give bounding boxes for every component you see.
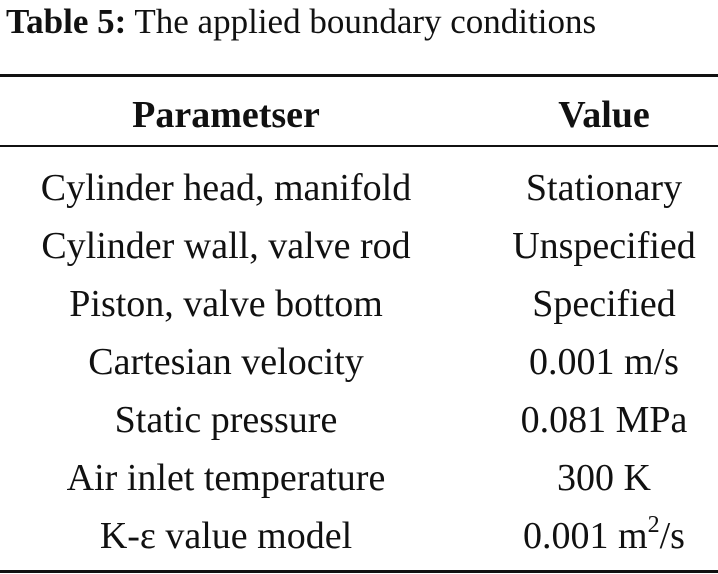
- caption-label: Table 5:: [6, 2, 127, 41]
- table-row: Static pressure 0.081 MPa: [0, 391, 718, 449]
- row-parameter: Static pressure: [114, 399, 338, 441]
- table-row: Piston, valve bottom Specified: [0, 275, 718, 333]
- row-value: Specified: [532, 283, 676, 325]
- value-text: 0.001 m: [523, 515, 648, 557]
- table-row: Cylinder wall, valve rod Unspecified: [0, 217, 718, 275]
- row-value: 0.001 m2/s: [490, 507, 718, 565]
- row-parameter: Cartesian velocity: [88, 341, 364, 383]
- row-parameter: Air inlet temperature: [66, 457, 386, 499]
- row-value: 0.001 m/s: [529, 341, 679, 383]
- row-parameter: Piston, valve bottom: [69, 283, 383, 325]
- caption-text: The applied boundary conditions: [134, 2, 597, 41]
- table-header-rule: [0, 145, 718, 147]
- table-caption: Table 5: The applied boundary conditions: [6, 2, 596, 42]
- row-value: 0.081 MPa: [520, 399, 688, 441]
- row-value: Unspecified: [512, 225, 696, 267]
- row-value: Stationary: [525, 167, 683, 209]
- table-row: Air inlet temperature 300 K: [0, 449, 718, 507]
- row-parameter: Cylinder head, manifold: [40, 167, 412, 209]
- table-top-rule: [0, 74, 718, 77]
- header-parameter: Parametser: [132, 94, 320, 136]
- table-header-row: Parametser Value: [0, 86, 718, 144]
- table-row: Cartesian velocity 0.001 m/s: [0, 333, 718, 391]
- value-superscript: 2: [647, 512, 660, 538]
- row-value: 300 K: [557, 457, 651, 499]
- value-suffix: /s: [659, 515, 685, 557]
- table-bottom-rule: [0, 570, 718, 573]
- row-parameter: Cylinder wall, valve rod: [41, 225, 411, 267]
- header-value: Value: [558, 94, 650, 136]
- table-row: Cylinder head, manifold Stationary: [0, 159, 718, 217]
- table-row: K-ε value model 0.001 m2/s: [0, 507, 718, 565]
- row-parameter: K-ε value model: [99, 515, 353, 557]
